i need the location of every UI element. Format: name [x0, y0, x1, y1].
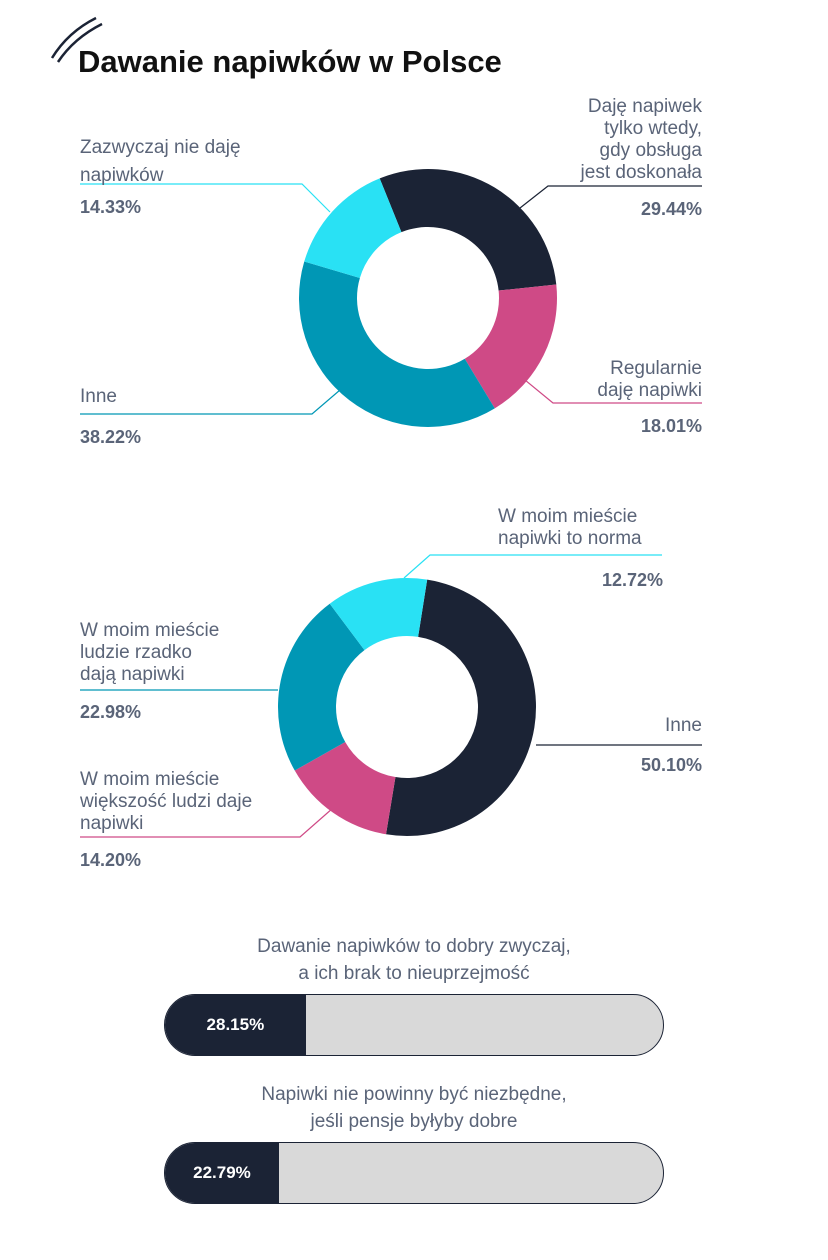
- donut2-label-other: Inne: [665, 715, 702, 736]
- donut1-value-excellent: 29.44%: [640, 199, 702, 219]
- donut2-value-most-give: 14.20%: [80, 850, 142, 870]
- donut1-value-usually-not: 14.33%: [80, 197, 142, 217]
- bar1-caption: Dawanie napiwków to dobry zwyczaj, a ich…: [257, 936, 571, 984]
- bar2-value: 22.79%: [193, 1163, 251, 1182]
- donut1-label-excellent: Daję napiwek tylko wtedy, gdy obsługa je…: [580, 96, 702, 183]
- decorative-slash-icon: [50, 16, 103, 63]
- bar1-value: 28.15%: [206, 1015, 265, 1034]
- donut1-slice-excellent-leader: [519, 185, 702, 209]
- donut2-value-rarely-give: 22.98%: [80, 702, 142, 722]
- donut1-slice-excellent: [379, 169, 557, 291]
- donut1-label-regular: Regularnie daję napiwki: [597, 358, 702, 401]
- donut1-slice-other: [299, 261, 495, 427]
- donut2-slice-most-give: [294, 741, 396, 835]
- donut2-value-other: 50.10%: [640, 755, 702, 775]
- donut-charts: [80, 169, 702, 838]
- bar2-caption: Napiwki nie powinny być niezbędne, jeśli…: [261, 1084, 567, 1132]
- page-title: Dawanie napiwków w Polsce: [78, 44, 502, 79]
- donut1-label-other: Inne: [80, 386, 117, 407]
- bar1-fill: [165, 995, 306, 1055]
- donut2-slice-rarely-give: [278, 603, 365, 771]
- donut2-label-norm: W moim mieście napiwki to norma: [498, 506, 642, 549]
- donut1-label-usually-not: Zazwyczaj nie daję napiwków: [80, 137, 241, 186]
- donut2-slice-most-give-leader: [80, 807, 334, 838]
- donut1-slice-other-leader: [80, 389, 341, 415]
- bar2-track: 22.79%: [164, 1142, 664, 1204]
- donut2-label-most-give: W moim mieście większość ludzi daje napi…: [80, 769, 253, 834]
- donut1-slice-regular-leader: [524, 379, 702, 404]
- donut1-value-other: 38.22%: [80, 427, 142, 447]
- bar2-fill: [165, 1143, 279, 1203]
- donut2-slice-norm-leader: [403, 554, 662, 579]
- donut1-value-regular: 18.01%: [640, 416, 702, 436]
- donut2-slice-other: [386, 579, 537, 837]
- donut1-slice-usually-not-leader: [80, 183, 331, 213]
- donut2-label-rarely-give: W moim mieście ludzie rzadko dają napiwk…: [80, 620, 220, 685]
- donut1-slice-regular: [464, 284, 557, 409]
- donut2-value-norm: 12.72%: [601, 570, 663, 590]
- donut1-slice-usually-not: [304, 178, 402, 278]
- bar1-track: 28.15%: [164, 994, 664, 1056]
- donut2-slice-norm: [329, 578, 428, 651]
